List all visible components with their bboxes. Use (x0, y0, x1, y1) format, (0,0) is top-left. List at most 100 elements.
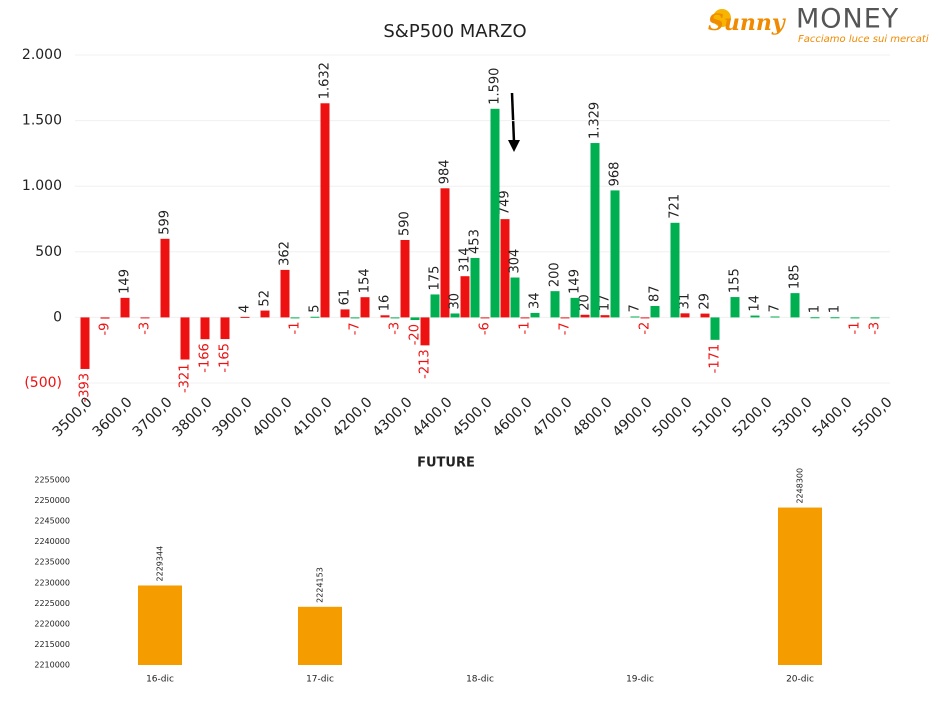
data-label: 2229344 (156, 546, 165, 582)
x-tick-label: 4300,0 (370, 394, 416, 440)
x-tick-label: 4500,0 (450, 394, 496, 440)
data-label: -1 (848, 322, 863, 335)
x-tick-label: 4400,0 (410, 394, 456, 440)
y-tick-label: 2230000 (34, 578, 70, 587)
data-label: 154 (358, 268, 373, 293)
data-label: -1 (288, 322, 303, 335)
data-label: 29 (698, 293, 713, 310)
y-tick-label: 2235000 (34, 558, 70, 567)
bar (710, 317, 720, 340)
bar (520, 317, 530, 319)
data-label: -2 (638, 322, 653, 335)
bar (220, 317, 230, 340)
data-label: -3 (138, 322, 153, 335)
data-label: 16 (378, 295, 393, 312)
bar (440, 188, 450, 318)
bar (420, 317, 430, 346)
data-label: -393 (78, 373, 93, 403)
data-label: 304 (508, 249, 523, 274)
x-tick-label: 3700,0 (130, 394, 176, 440)
y-tick-label: 1.500 (22, 113, 62, 129)
y-tick-label: 2255000 (34, 476, 70, 485)
data-label: 590 (398, 211, 413, 236)
bar (80, 317, 90, 369)
data-label: 7 (768, 304, 783, 312)
chart-title: S&P500 MARZO (383, 21, 526, 42)
data-label: 34 (528, 292, 543, 309)
y-tick-label: 2215000 (34, 640, 70, 649)
bar (680, 313, 690, 318)
data-label: -321 (178, 364, 193, 394)
x-tick-label: 5300,0 (770, 394, 816, 440)
bar (290, 317, 300, 319)
bar (490, 108, 500, 318)
x-tick-label: 5200,0 (730, 394, 776, 440)
bar (430, 294, 440, 318)
bar (480, 317, 490, 319)
bar (778, 507, 822, 665)
data-label: -9 (98, 323, 113, 336)
bar (510, 277, 520, 318)
data-label: -165 (218, 343, 233, 373)
bar (570, 297, 580, 318)
data-label: 61 (338, 289, 353, 306)
bar (100, 317, 110, 319)
data-label: 721 (668, 194, 683, 219)
y-tick-label: 2210000 (34, 661, 70, 670)
bar (410, 317, 420, 321)
x-tick-label: 4100,0 (290, 394, 336, 440)
data-label: 1 (808, 305, 823, 313)
bar (380, 315, 390, 318)
bar (280, 269, 290, 318)
data-label: 599 (158, 210, 173, 235)
data-label: 87 (648, 285, 663, 302)
data-label: 4 (238, 305, 253, 313)
data-label: 2248300 (796, 468, 805, 504)
x-tick-label: 4800,0 (570, 394, 616, 440)
data-label: 30 (448, 293, 463, 310)
arrow (508, 92, 520, 152)
bar (670, 222, 680, 318)
data-label: -7 (348, 322, 363, 335)
logo-sun (713, 9, 731, 27)
y-tick-label: 1.000 (22, 178, 62, 194)
x-tick-label: 20-dic (786, 675, 814, 685)
data-label: -1 (518, 322, 533, 335)
bar (790, 293, 800, 318)
y-tick-label: 2250000 (34, 496, 70, 505)
data-label: -166 (198, 343, 213, 373)
data-label: 52 (258, 290, 273, 307)
bar (560, 317, 570, 319)
data-label: 17 (598, 295, 613, 312)
bar (390, 317, 400, 319)
x-tick-label: 4700,0 (530, 394, 576, 440)
bar (138, 585, 182, 665)
bar (310, 316, 320, 318)
bar (850, 317, 860, 319)
bar (470, 257, 480, 318)
bar (400, 239, 410, 318)
data-label: 7 (628, 304, 643, 312)
data-label: -213 (418, 349, 433, 379)
logo-brand: Sunny (708, 10, 787, 36)
bar (298, 606, 342, 665)
bar (180, 317, 190, 360)
bar (500, 219, 510, 318)
bar (580, 314, 590, 318)
bar (120, 297, 130, 318)
bar (450, 313, 460, 318)
data-label: -3 (868, 322, 883, 335)
data-label: -7 (558, 322, 573, 335)
data-label: -3 (388, 322, 403, 335)
bar (530, 312, 540, 318)
bar (810, 317, 820, 319)
x-tick-label: 5100,0 (690, 394, 736, 440)
y-tick-label: 500 (35, 244, 62, 260)
data-label: -20 (408, 324, 423, 345)
data-label: 2224153 (316, 567, 325, 603)
data-label: 175 (428, 266, 443, 291)
data-label: 1 (828, 305, 843, 313)
bar (750, 315, 760, 318)
x-tick-label: 3600,0 (90, 394, 136, 440)
x-tick-label: 5000,0 (650, 394, 696, 440)
